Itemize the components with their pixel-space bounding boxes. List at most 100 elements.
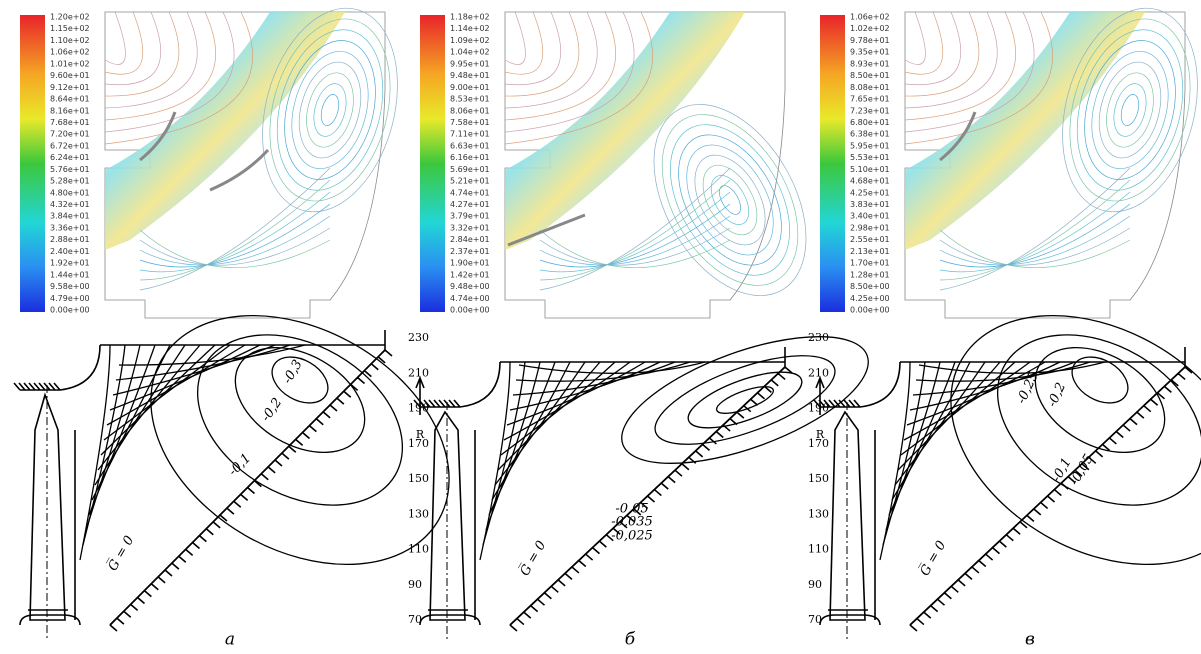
colorbar-label: 8.08e+01 xyxy=(850,83,890,92)
axis-tick-label: 210 xyxy=(408,366,429,379)
axis-tick-label: 130 xyxy=(808,507,829,520)
colorbar-label: 1.09e+02 xyxy=(450,36,490,45)
colorbar-label: 9.48e+01 xyxy=(450,71,490,80)
colorbar-label: 8.53e+01 xyxy=(450,95,490,104)
streamline xyxy=(519,362,705,373)
colorbar-label: 5.10e+01 xyxy=(850,165,890,174)
zero-line-label: G̅ = 0 xyxy=(916,538,949,579)
axis-tick-label: 110 xyxy=(808,543,829,556)
colorbar-label: 5.76e+01 xyxy=(50,165,90,174)
axis-tick-label: 70 xyxy=(808,613,822,626)
nozzle-base xyxy=(420,610,480,625)
colorbar-label: 8.93e+01 xyxy=(850,59,890,68)
colorbar-label: 2.40e+01 xyxy=(50,247,90,256)
colorbar-label: 9.60e+01 xyxy=(50,71,90,80)
axis-label: R xyxy=(816,428,825,441)
colorbar-label: 8.16e+01 xyxy=(50,106,90,115)
colorbar-label: 3.36e+01 xyxy=(50,223,90,232)
colorbar-label: 1.01e+02 xyxy=(50,59,90,68)
colorbar-label: 3.84e+01 xyxy=(50,212,90,221)
colorbar-label: 2.37e+01 xyxy=(450,247,490,256)
colorbar-label: 2.55e+01 xyxy=(850,235,890,244)
colorbar-label: 6.24e+01 xyxy=(50,153,90,162)
axis-tick-label: 230 xyxy=(808,331,829,344)
colorbar-label: 7.20e+01 xyxy=(50,130,90,139)
nozzle-lip xyxy=(460,362,500,407)
zero-line-label: G̅ = 0 xyxy=(104,533,137,574)
colorbar-label: 1.18e+02 xyxy=(450,13,490,22)
axis-tick-label: 70 xyxy=(408,613,422,626)
colorbar-label: 6.38e+01 xyxy=(850,130,890,139)
colorbar-label: 3.83e+01 xyxy=(850,200,890,209)
axis-tick-label: 110 xyxy=(408,543,429,556)
panel-label: а xyxy=(225,630,235,650)
colorbar-label: 8.50e+01 xyxy=(850,71,890,80)
axis-tick-label: 90 xyxy=(808,578,822,591)
colorbar-label: 8.06e+01 xyxy=(450,106,490,115)
colorbar-label: 1.70e+01 xyxy=(850,259,890,268)
colorbar-label: 1.02e+02 xyxy=(850,24,890,33)
axis-tick-label: 210 xyxy=(808,366,829,379)
contour-label: -0,2 xyxy=(1045,380,1069,409)
axis-tick-label: 150 xyxy=(808,472,829,485)
panel: 1.06e+021.02e+029.78e+019.35e+018.93e+01… xyxy=(808,0,1201,649)
colorbar-label: 5.53e+01 xyxy=(850,153,890,162)
figure: 1.20e+021.15e+021.10e+021.06e+021.01e+02… xyxy=(0,0,1201,654)
colorbar-label: 4.80e+01 xyxy=(50,188,90,197)
colorbar-label: 6.80e+01 xyxy=(850,118,890,127)
colorbar-label: 1.92e+01 xyxy=(50,259,90,268)
streamline xyxy=(167,300,433,540)
panel-label: в xyxy=(1025,630,1035,650)
streamline xyxy=(516,362,690,381)
colorbar-label: 4.79e+00 xyxy=(50,294,90,303)
colorbar-label: 4.32e+01 xyxy=(50,200,90,209)
colorbar-label: 1.04e+02 xyxy=(450,48,490,57)
contour-label: -0,025 xyxy=(611,529,653,544)
streamline xyxy=(916,362,1090,381)
colorbar-label: 7.58e+01 xyxy=(450,118,490,127)
axis-tick-label: 150 xyxy=(408,472,429,485)
contour-label: -0,3 xyxy=(280,357,306,386)
streamline xyxy=(606,310,883,489)
wall-hatch xyxy=(510,367,792,631)
colorbar-label: 3.32e+01 xyxy=(450,223,490,232)
colorbar-label: 0.00e+00 xyxy=(450,306,490,315)
streamline xyxy=(1064,348,1136,413)
colorbar-label: 5.95e+01 xyxy=(850,141,890,150)
colorbar xyxy=(820,15,845,312)
colorbar-label: 4.25e+01 xyxy=(850,188,890,197)
colorbar-label: 8.64e+01 xyxy=(50,95,90,104)
colorbar-label: 1.44e+01 xyxy=(50,270,90,279)
colorbar-label: 8.50e+00 xyxy=(850,282,890,291)
axis-tick-label: 190 xyxy=(408,402,429,415)
colorbar-label: 2.98e+01 xyxy=(850,223,890,232)
axis-tick-label: 190 xyxy=(808,402,829,415)
axis-label: R xyxy=(416,428,425,441)
colorbar-label: 9.12e+01 xyxy=(50,83,90,92)
colorbar xyxy=(420,15,445,312)
page: {"panels": [ {"label": "а", "colorbar": … xyxy=(0,0,1201,654)
colorbar-label: 9.78e+01 xyxy=(850,36,890,45)
colorbar-label: 4.68e+01 xyxy=(850,177,890,186)
contour-field xyxy=(905,0,1201,318)
colorbar-label: 4.74e+01 xyxy=(450,188,490,197)
panel-label: б xyxy=(625,630,636,650)
contour-field xyxy=(505,12,837,322)
axis-tick-label: 90 xyxy=(408,578,422,591)
colorbar-label: 2.84e+01 xyxy=(450,235,490,244)
colorbar-label: 2.13e+01 xyxy=(850,247,890,256)
colorbar-label: 1.06e+02 xyxy=(850,13,890,22)
colorbar-label: 9.00e+01 xyxy=(450,83,490,92)
colorbar-label: 1.20e+02 xyxy=(50,13,90,22)
colorbar-label: 1.10e+02 xyxy=(50,36,90,45)
colorbar-label: 0.00e+00 xyxy=(850,306,890,315)
axis-tick-label: 130 xyxy=(408,507,429,520)
colorbar-label: 9.48e+00 xyxy=(450,282,490,291)
colorbar-label: 6.63e+01 xyxy=(450,141,490,150)
wall-hatch xyxy=(110,350,392,631)
streamline xyxy=(919,362,1105,373)
colorbar-label: 7.11e+01 xyxy=(450,130,490,139)
nozzle-lip xyxy=(60,345,100,390)
colorbar-label: 7.23e+01 xyxy=(850,106,890,115)
axis-tick-label: 230 xyxy=(408,331,429,344)
